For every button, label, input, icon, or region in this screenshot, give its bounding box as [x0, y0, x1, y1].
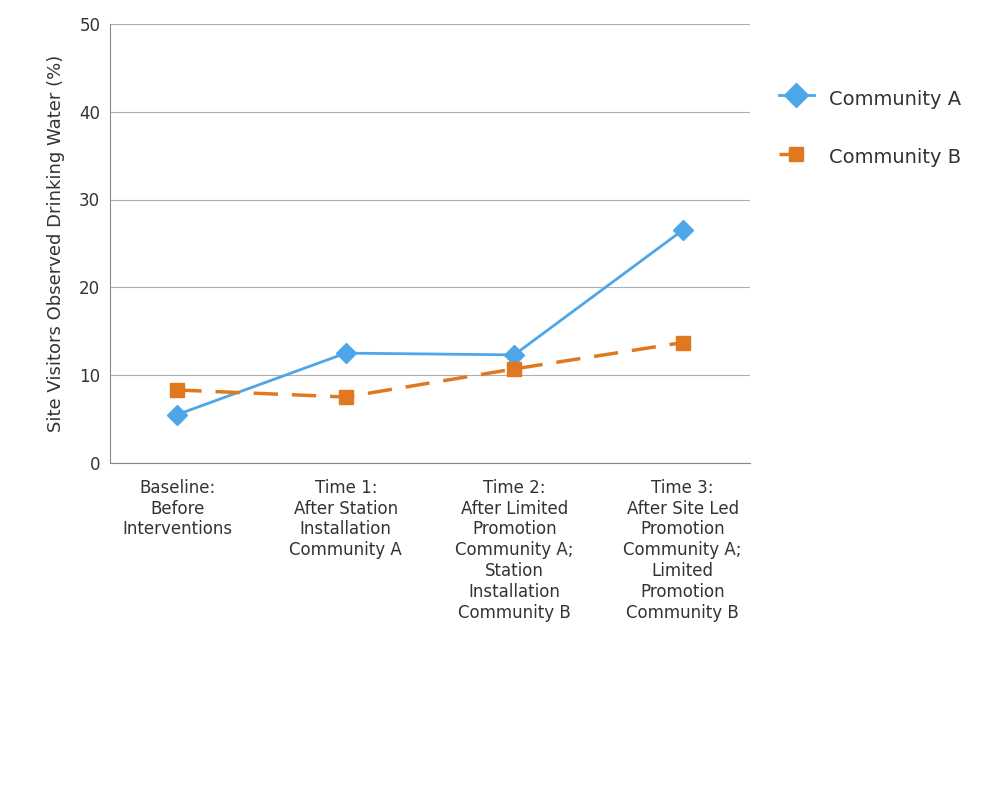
Community A — [340, 348, 352, 358]
Line: Community B: Community B — [170, 336, 690, 404]
Community B — [508, 364, 520, 373]
Community B — [171, 385, 183, 395]
Line: Community A: Community A — [170, 223, 690, 421]
Legend: Community A, Community B: Community A, Community B — [779, 86, 962, 168]
Y-axis label: Site Visitors Observed Drinking Water (%): Site Visitors Observed Drinking Water (%… — [47, 55, 65, 432]
Community A — [677, 225, 689, 235]
Community B — [340, 393, 352, 402]
Community B — [677, 338, 689, 347]
Community A — [171, 410, 183, 420]
Community A — [508, 350, 520, 360]
